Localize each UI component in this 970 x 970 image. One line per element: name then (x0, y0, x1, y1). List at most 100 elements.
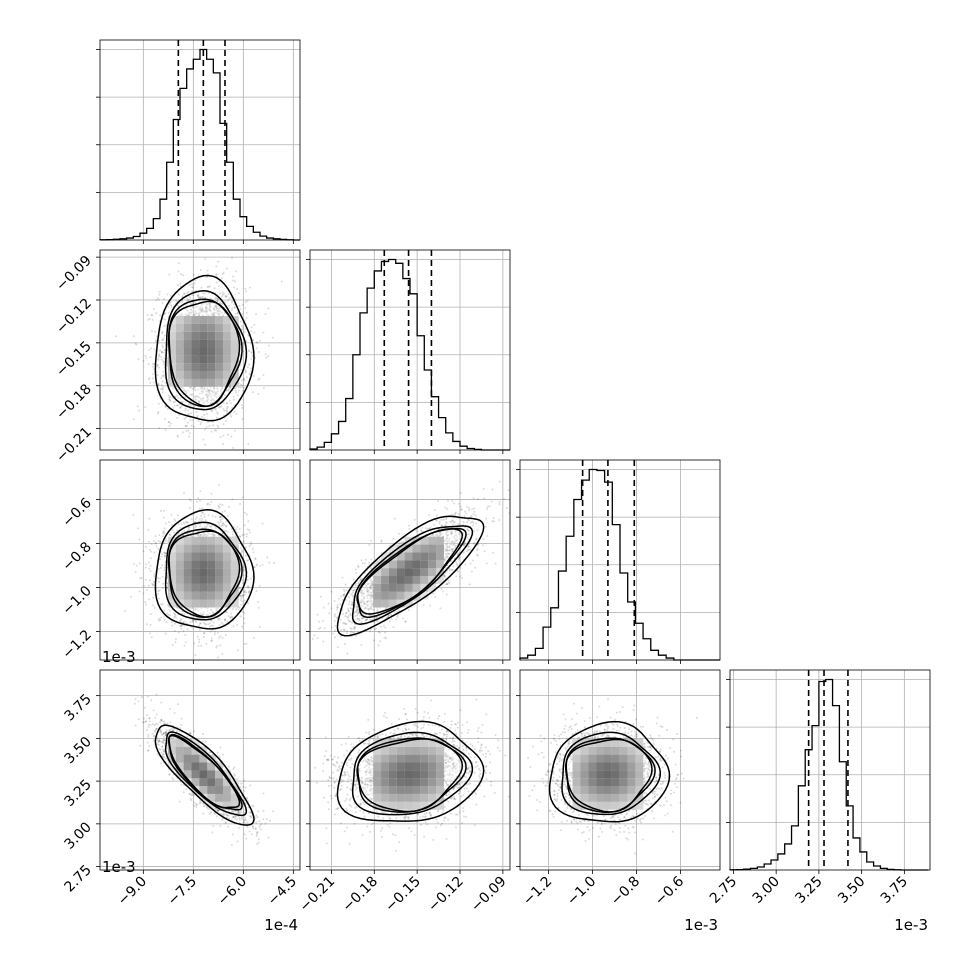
sample-point (223, 312, 226, 315)
sample-point (157, 383, 160, 386)
sample-point (163, 360, 166, 363)
sample-point (158, 534, 161, 537)
sample-point (241, 324, 244, 327)
sample-point (194, 517, 197, 520)
sample-point (220, 277, 223, 280)
sample-point (206, 269, 209, 272)
sample-point (137, 358, 140, 361)
sample-point (241, 303, 244, 306)
sample-point (174, 641, 177, 644)
sample-point (189, 302, 192, 305)
sample-point (243, 622, 246, 625)
sample-point (245, 376, 248, 379)
sample-point (210, 500, 213, 503)
panel-p3-p3 (519, 459, 721, 661)
sample-point (200, 386, 203, 389)
sample-point (217, 311, 220, 314)
sample-point (206, 400, 209, 403)
sample-point (238, 305, 241, 308)
sample-point (179, 406, 182, 409)
sample-point (236, 649, 239, 652)
sample-point (241, 327, 244, 330)
sample-point (230, 435, 233, 438)
sample-point (222, 442, 225, 445)
sample-point (243, 599, 246, 602)
sample-point (180, 523, 183, 526)
sample-point (152, 580, 155, 583)
sample-point (239, 587, 242, 590)
sample-point (203, 516, 206, 519)
sample-point (248, 531, 251, 534)
sample-point (149, 381, 152, 384)
sample-point (241, 625, 244, 628)
sample-point (231, 275, 234, 278)
sample-point (227, 293, 230, 296)
sample-point (171, 529, 174, 532)
sample-point (203, 388, 206, 391)
sample-point (219, 390, 222, 393)
sample-point (280, 280, 283, 283)
sample-point (255, 313, 258, 316)
sample-point (236, 525, 239, 528)
sample-point (162, 297, 165, 300)
sample-point (195, 516, 198, 519)
sample-point (161, 360, 164, 363)
sample-point (211, 397, 214, 400)
sample-point (163, 357, 166, 360)
sample-point (240, 404, 243, 407)
sample-point (150, 314, 153, 317)
sample-point (184, 390, 187, 393)
sample-point (161, 339, 164, 342)
sample-point (163, 554, 166, 557)
sample-point (161, 351, 164, 354)
sample-point (152, 604, 155, 607)
sample-point (216, 424, 219, 427)
sample-point (192, 386, 195, 389)
sample-point (214, 393, 217, 396)
sample-point (187, 526, 190, 529)
sample-point (185, 429, 188, 432)
sample-point (138, 590, 141, 593)
sample-point (226, 531, 229, 534)
sample-point (188, 432, 191, 435)
sample-point (188, 412, 191, 415)
sample-point (244, 287, 247, 290)
sample-point (257, 393, 260, 396)
sample-point (258, 626, 261, 629)
sample-point (223, 618, 226, 621)
sample-point (174, 299, 177, 302)
sample-point (188, 435, 191, 438)
sample-point (198, 507, 201, 510)
sample-point (167, 394, 170, 397)
sample-point (252, 636, 255, 639)
sample-point (267, 354, 270, 357)
joint-p1-p2 (100, 250, 300, 450)
sample-point (218, 507, 221, 510)
sample-point (148, 377, 151, 380)
sample-point (224, 529, 227, 532)
sample-point (216, 297, 219, 300)
sample-point (256, 341, 259, 344)
sample-point (151, 362, 154, 365)
sample-point (241, 600, 244, 603)
sample-point (231, 307, 234, 310)
sample-point (177, 514, 180, 517)
sample-point (207, 291, 210, 294)
sample-point (208, 424, 211, 427)
sample-point (220, 392, 223, 395)
sample-point (162, 346, 165, 349)
sample-point (134, 570, 137, 573)
sample-point (233, 410, 236, 413)
sample-point (159, 387, 162, 390)
sample-point (161, 391, 164, 394)
sample-point (161, 331, 164, 334)
sample-point (193, 642, 196, 645)
sample-point (159, 541, 162, 544)
sample-point (239, 383, 242, 386)
sample-point (241, 379, 244, 382)
sample-point (160, 555, 163, 558)
sample-point (173, 404, 176, 407)
sample-point (161, 553, 164, 556)
sample-point (200, 286, 203, 289)
sample-point (135, 343, 138, 346)
